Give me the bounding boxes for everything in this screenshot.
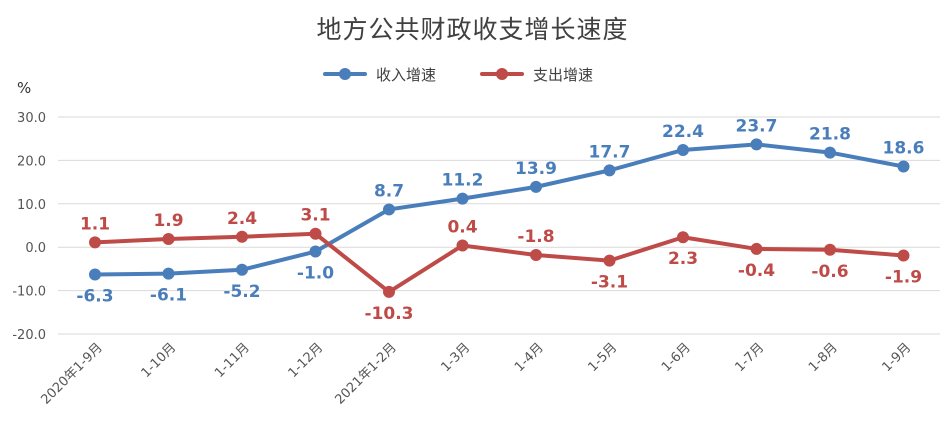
data-label: -6.3: [76, 287, 113, 307]
legend-marker: [339, 68, 351, 80]
chart-title: 地方公共财政收支增长速度: [316, 15, 629, 44]
data-label: -10.3: [365, 304, 414, 324]
series-line: [93, 142, 906, 277]
x-tick-label: 1-7月: [733, 340, 768, 375]
data-label: 21.8: [809, 125, 851, 145]
x-tick-label: 1-9月: [880, 340, 915, 375]
data-point: [309, 227, 322, 240]
y-axis-unit: %: [17, 79, 32, 97]
data-label: 18.6: [883, 138, 925, 158]
data-label: 22.4: [662, 122, 704, 142]
data-point: [456, 239, 469, 252]
series-line: [93, 231, 906, 294]
y-tick-label: 20.0: [17, 154, 46, 169]
data-point: [530, 249, 542, 262]
data-label: -1.9: [885, 267, 922, 287]
data-point: [897, 249, 910, 262]
y-tick-label: 0.0: [25, 241, 46, 256]
x-tick-label: 2021年1-2月: [332, 340, 399, 407]
x-tick-label: 1-3月: [439, 340, 474, 375]
y-tick-label: -20.0: [12, 328, 46, 343]
data-point: [309, 245, 322, 258]
data-point: [530, 180, 542, 193]
data-point: [162, 232, 175, 245]
data-point: [677, 143, 689, 156]
data-label: 2.4: [227, 209, 257, 229]
data-label: 17.7: [589, 142, 631, 162]
data-label: 2.3: [668, 249, 698, 269]
x-tick-label: 1-8月: [806, 340, 841, 375]
data-label: 1.1: [80, 214, 110, 234]
y-tick-label: -10.0: [12, 285, 46, 300]
x-tick-label: 1-4月: [512, 340, 547, 375]
data-label: 23.7: [736, 116, 778, 136]
data-label: -0.4: [738, 261, 775, 281]
data-point: [824, 146, 836, 159]
data-point: [89, 268, 101, 281]
data-label: 11.2: [442, 171, 484, 191]
data-point: [456, 192, 469, 205]
data-label: -1.8: [517, 227, 554, 247]
data-label: -5.2: [223, 282, 260, 302]
data-label: -1.0: [297, 264, 334, 284]
data-label: 13.9: [515, 159, 557, 179]
data-label: 0.4: [447, 217, 477, 237]
data-point: [750, 138, 763, 151]
data-label: 3.1: [300, 206, 330, 226]
data-point: [750, 242, 763, 255]
data-label: -6.1: [150, 286, 187, 306]
data-point: [236, 230, 248, 243]
data-point: [824, 243, 836, 256]
x-tick-label: 1-10月: [139, 340, 180, 381]
y-tick-label: 30.0: [17, 111, 46, 126]
data-point: [603, 254, 616, 267]
data-label: 8.7: [374, 181, 404, 201]
data-point: [236, 263, 248, 276]
data-point: [677, 231, 689, 244]
data-label: -3.1: [591, 273, 628, 293]
x-tick-label: 1-5月: [586, 340, 621, 375]
data-point: [383, 285, 395, 298]
data-label: 1.9: [153, 211, 183, 231]
data-point: [603, 164, 616, 177]
data-point: [89, 236, 101, 249]
x-tick-label: 1-12月: [286, 340, 327, 381]
legend-label: 支出增速: [533, 66, 593, 84]
x-tick-label: 1-6月: [659, 340, 694, 375]
data-point: [897, 160, 910, 173]
data-label: -0.6: [811, 262, 848, 282]
y-tick-label: 10.0: [17, 198, 46, 213]
data-point: [162, 267, 175, 280]
legend-marker: [496, 68, 508, 80]
data-point: [383, 203, 395, 216]
x-tick-label: 2020年1-9月: [38, 340, 105, 407]
legend-label: 收入增速: [376, 66, 436, 84]
x-tick-label: 1-11月: [212, 340, 253, 381]
